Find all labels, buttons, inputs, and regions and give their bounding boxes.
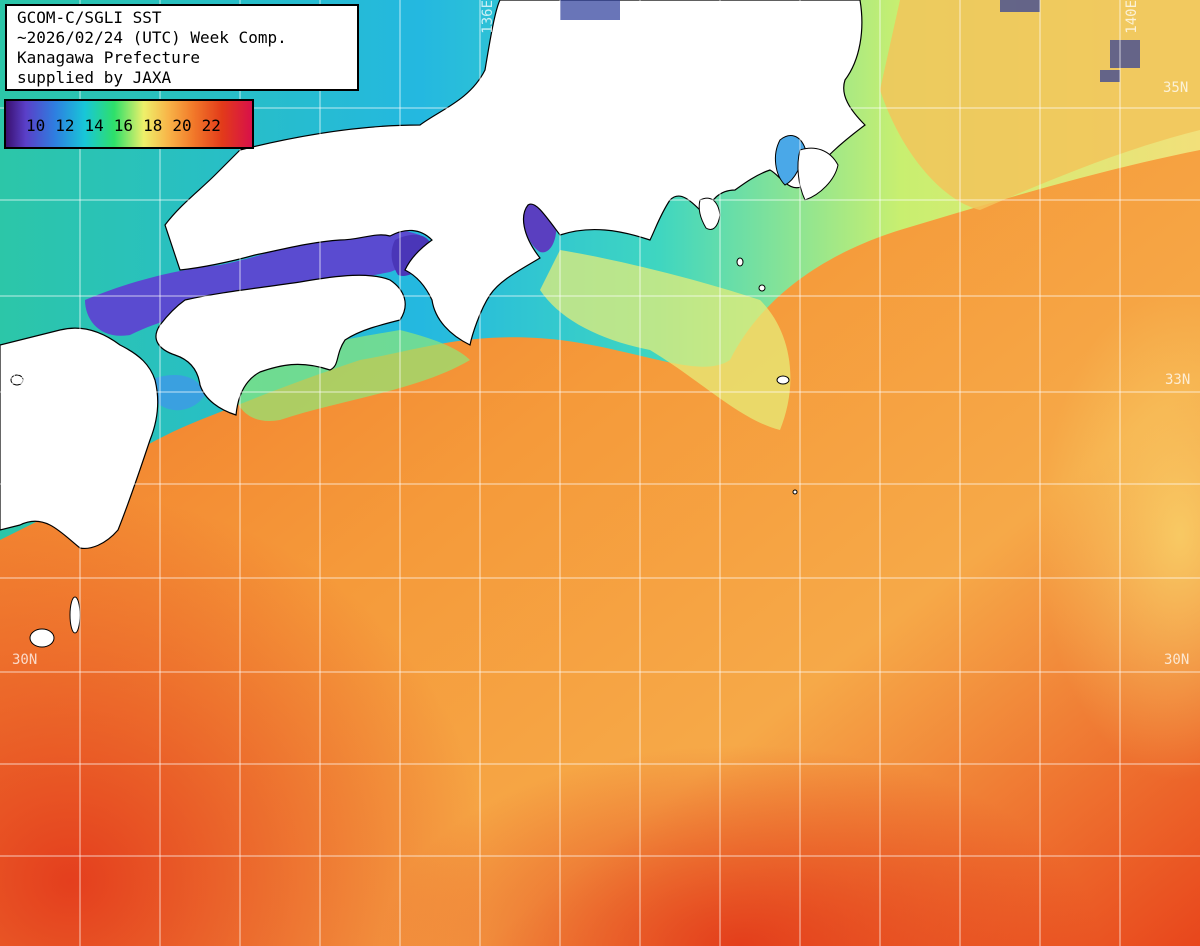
- lat-label-35n: 35N: [1163, 80, 1189, 96]
- title-line-date: ~2026/02/24 (UTC) Week Comp.: [17, 28, 287, 47]
- island-miyakejima: [758, 284, 766, 292]
- legend-tick: 22: [201, 116, 221, 135]
- island-tanegashima: [69, 596, 81, 634]
- land-boso: [797, 147, 839, 201]
- legend-tick: 18: [143, 116, 163, 135]
- land-shikoku: [155, 274, 406, 416]
- ocean-pale-east: [800, 150, 1200, 850]
- legend-tick: 16: [113, 116, 134, 135]
- lat-label-30n-right: 30N: [1164, 652, 1190, 668]
- temperature-color-legend: 10 12 14 16 18 20 22: [4, 99, 254, 149]
- island-tsushima-rock: [10, 374, 24, 386]
- bungo-channel: [149, 375, 205, 411]
- seto-inland-sea: [85, 227, 423, 336]
- title-line-supplier: supplied by JAXA: [17, 68, 172, 87]
- island-hachijojima: [776, 375, 790, 385]
- legend-tick: 10: [26, 116, 46, 135]
- lat-label-33n-left: 33: [8, 372, 25, 388]
- island-aogashima: [792, 489, 798, 495]
- title-line-satellite: GCOM-C/SGLI SST: [17, 8, 162, 27]
- land-honshu: [164, 0, 866, 346]
- cloud-patches: [560, 0, 1140, 82]
- legend-tick: 14: [84, 116, 104, 135]
- lat-label-33n-right: 33N: [1165, 372, 1191, 388]
- island-oshima: [736, 257, 744, 267]
- coastal-green-west: [230, 330, 470, 421]
- island-yakushima: [29, 628, 55, 648]
- transition-zone: [540, 250, 791, 430]
- legend-tick: 12: [55, 116, 75, 135]
- land-kyushu: [0, 327, 159, 550]
- lon-label-136e: 136E: [480, 0, 496, 34]
- legend-ticks: 10 12 14 16 18 20 22: [26, 116, 221, 135]
- lat-label-30n-left: 30N: [12, 652, 38, 668]
- title-box: GCOM-C/SGLI SST ~2026/02/24 (UTC) Week C…: [5, 4, 359, 91]
- title-line-region: Kanagawa Prefecture: [17, 48, 201, 67]
- legend-tick: 20: [172, 116, 192, 135]
- lon-label-140e: 140E: [1124, 0, 1140, 34]
